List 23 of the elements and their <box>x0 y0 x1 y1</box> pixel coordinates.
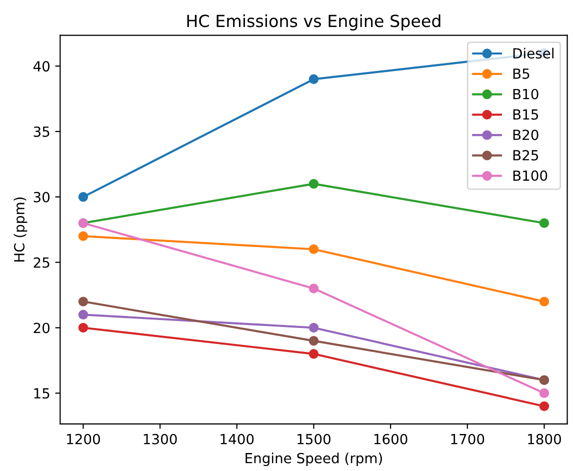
y-tick-label: 20 <box>34 322 50 334</box>
x-tick-label: 1500 <box>298 434 330 444</box>
x-tick-label: 1600 <box>374 434 408 444</box>
legend-label: B100 <box>513 170 548 181</box>
legend-label: B25 <box>513 150 538 161</box>
y-tick-label: 15 <box>34 388 50 399</box>
x-tick-label: 1400 <box>220 434 254 444</box>
x-tick-label: 1200 <box>67 434 100 444</box>
y-tick-label: 35 <box>34 126 50 137</box>
x-tick-label: 1800 <box>528 434 561 444</box>
legend-label: B5 <box>513 68 530 79</box>
x-axis-title: Engine Speed (rpm) <box>246 452 382 466</box>
legend-label: B20 <box>513 130 538 140</box>
y-tick-label: 30 <box>34 192 50 202</box>
y-tick-label: 40 <box>33 61 50 72</box>
legend-label: Diesel <box>513 48 554 59</box>
chart-title: HC Emissions vs Engine Speed <box>187 14 440 30</box>
x-tick-label: 1300 <box>144 434 177 444</box>
y-tick-label: 25 <box>34 257 50 268</box>
y-axis-title: HC (ppm) <box>14 198 28 262</box>
legend-label: B10 <box>513 88 538 100</box>
legend-label: B15 <box>513 109 538 120</box>
x-tick-label: 1700 <box>451 434 484 444</box>
